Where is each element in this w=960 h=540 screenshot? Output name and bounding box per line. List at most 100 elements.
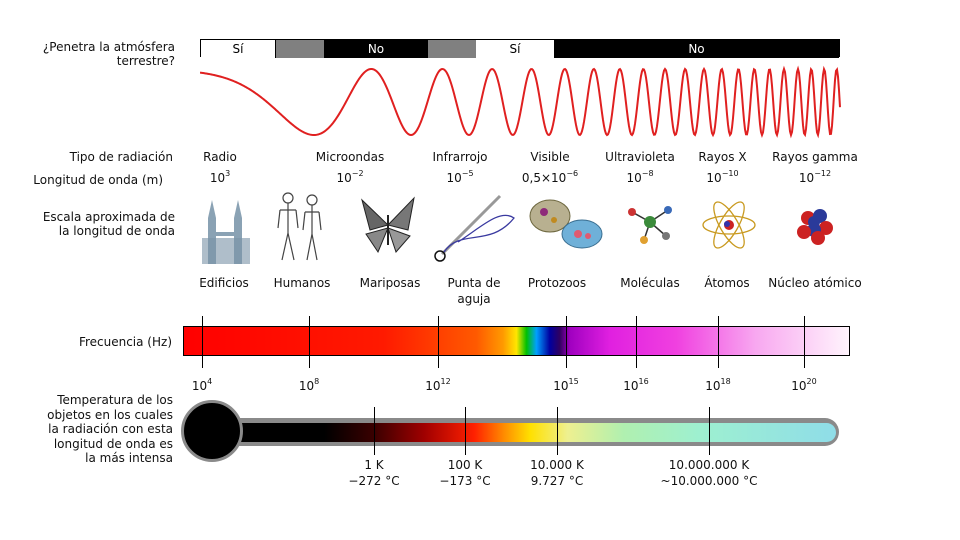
radiation-type-microwave: Microondas 10−2 [300, 150, 400, 185]
temperature-label-line: la radiación con esta [48, 422, 173, 436]
radiation-name: Infrarrojo [432, 150, 488, 164]
wavelength-base: 0,5×10 [521, 171, 567, 185]
radiation-name: Microondas [315, 150, 385, 164]
frequency-tick-label: 108 [279, 376, 339, 393]
scale-item-protozoa: Protozoos [527, 276, 587, 290]
thermometer-bulb [181, 400, 243, 462]
penetration-segment-partial [428, 40, 476, 58]
wavelength-exp: −2 [351, 169, 364, 178]
scale-item-needle-line2: aguja [457, 292, 491, 306]
temperature-tick [709, 407, 710, 455]
frequency-tick-label: 1020 [774, 376, 834, 393]
tick-exp: 20 [806, 377, 817, 386]
radiation-name: Radio [203, 150, 237, 164]
temperature-celsius: 9.727 °C [530, 474, 584, 488]
radiation-name: Visible [530, 150, 570, 164]
temperature-tick [465, 407, 466, 455]
thermometer-gradient [212, 423, 836, 442]
radiation-type-ultraviolet: Ultravioleta 10−8 [595, 150, 685, 185]
frequency-tick-label: 1016 [606, 376, 666, 393]
frequency-tick [718, 316, 719, 368]
radiation-name: Rayos X [698, 150, 747, 164]
wavelength-value: 10−10 [690, 168, 755, 185]
protozoa-icon [529, 199, 603, 249]
temperature-kelvin: 1 K [364, 458, 384, 472]
wavelength-exp: −10 [721, 169, 739, 178]
tick-exp: 8 [314, 377, 320, 386]
segment-label: Sí [509, 42, 521, 56]
wavelength-value: 103 [190, 168, 250, 185]
frequency-tick [202, 316, 203, 368]
wavelength-exp: 3 [225, 169, 231, 178]
temperature-label-line: la más intensa [85, 451, 173, 465]
radiation-type-gamma: Rayos gamma 10−12 [765, 150, 865, 185]
penetration-question-line2: terrestre? [116, 54, 175, 68]
frequency-bar [183, 326, 850, 356]
frequency-label: Frecuencia (Hz) [78, 335, 172, 349]
penetration-segment-no: No [324, 40, 428, 58]
molecule-icon [628, 206, 672, 244]
tick-exp: 18 [720, 377, 731, 386]
wavelength-value: 10−12 [765, 168, 865, 185]
temperature-kelvin: 10.000.000 K [668, 458, 750, 472]
wave-graphic [200, 65, 841, 139]
wavelength-base: 10 [626, 171, 642, 185]
temperature-kelvin: 10.000 K [530, 458, 584, 472]
segment-label: No [367, 42, 385, 56]
scale-item-humans: Humanos [273, 276, 331, 290]
buildings-icon [202, 200, 250, 264]
frequency-tick [309, 316, 310, 368]
wavelength-value: 0,5×10−6 [515, 168, 585, 185]
temperature-label: Temperatura de los objetos en los cuales… [20, 393, 173, 466]
temperature-label-line: objetos en los cuales [47, 407, 173, 422]
atom-icon [702, 201, 756, 249]
wavelength-exp: −8 [641, 169, 654, 178]
tick-base: 10 [705, 379, 721, 393]
tick-base: 10 [553, 379, 569, 393]
tick-base: 10 [425, 379, 441, 393]
tick-exp: 4 [207, 377, 213, 386]
wavelength-value: 10−2 [300, 168, 400, 185]
frequency-tick [636, 316, 637, 368]
scale-item-butterflies: Mariposas [359, 276, 421, 290]
scale-item-molecules: Moléculas [620, 276, 680, 290]
temperature-celsius: −173 °C [439, 474, 491, 488]
penetration-bar: Sí No Sí No [200, 39, 840, 58]
penetration-question: ¿Penetra la atmósfera terrestre? [20, 40, 175, 68]
wavelength-value: 10−5 [420, 168, 500, 185]
wavelength-label: Longitud de onda (m) [33, 173, 163, 187]
wavelength-exp: −5 [461, 169, 474, 178]
tick-exp: 15 [568, 377, 579, 386]
tick-exp: 16 [638, 377, 649, 386]
needle-icon [434, 194, 515, 262]
penetration-question-line1: ¿Penetra la atmósfera [42, 40, 175, 54]
temperature-label-line: Temperatura de los [57, 393, 173, 407]
frequency-tick-label: 1012 [408, 376, 468, 393]
scale-label: Escala aproximada de la longitud de onda [20, 210, 175, 238]
tick-exp: 12 [440, 377, 451, 386]
radiation-name: Rayos gamma [772, 150, 858, 164]
frequency-tick-label: 1018 [688, 376, 748, 393]
wavelength-base: 10 [446, 171, 462, 185]
penetration-segment-yes: Sí [201, 40, 276, 58]
frequency-tick [566, 316, 567, 368]
wavelength-exp: −12 [814, 169, 832, 178]
temperature-tick-label: 1 K −272 °C [334, 458, 414, 488]
wavelength-base: 10 [706, 171, 722, 185]
temperature-label-line: longitud de onda es [53, 436, 173, 451]
frequency-tick [438, 316, 439, 368]
tick-base: 10 [298, 379, 315, 393]
temperature-kelvin: 100 K [447, 458, 483, 472]
temperature-tick [557, 407, 558, 455]
scale-item-nucleus: Núcleo atómico [768, 276, 862, 290]
tick-base: 10 [191, 379, 208, 393]
frequency-tick [804, 316, 805, 368]
frequency-tick-label: 104 [172, 376, 232, 393]
penetration-segment-yes: Sí [476, 40, 554, 58]
temperature-tick-label: 100 K −173 °C [425, 458, 505, 488]
wavelength-base: 10 [798, 171, 815, 185]
wavelength-base: 10 [209, 171, 226, 185]
temperature-tick-label: 10.000.000 K ~10.000.000 °C [644, 458, 774, 488]
segment-label: No [688, 42, 705, 56]
scale-item-needle-tip: Punta de aguja [436, 276, 512, 306]
